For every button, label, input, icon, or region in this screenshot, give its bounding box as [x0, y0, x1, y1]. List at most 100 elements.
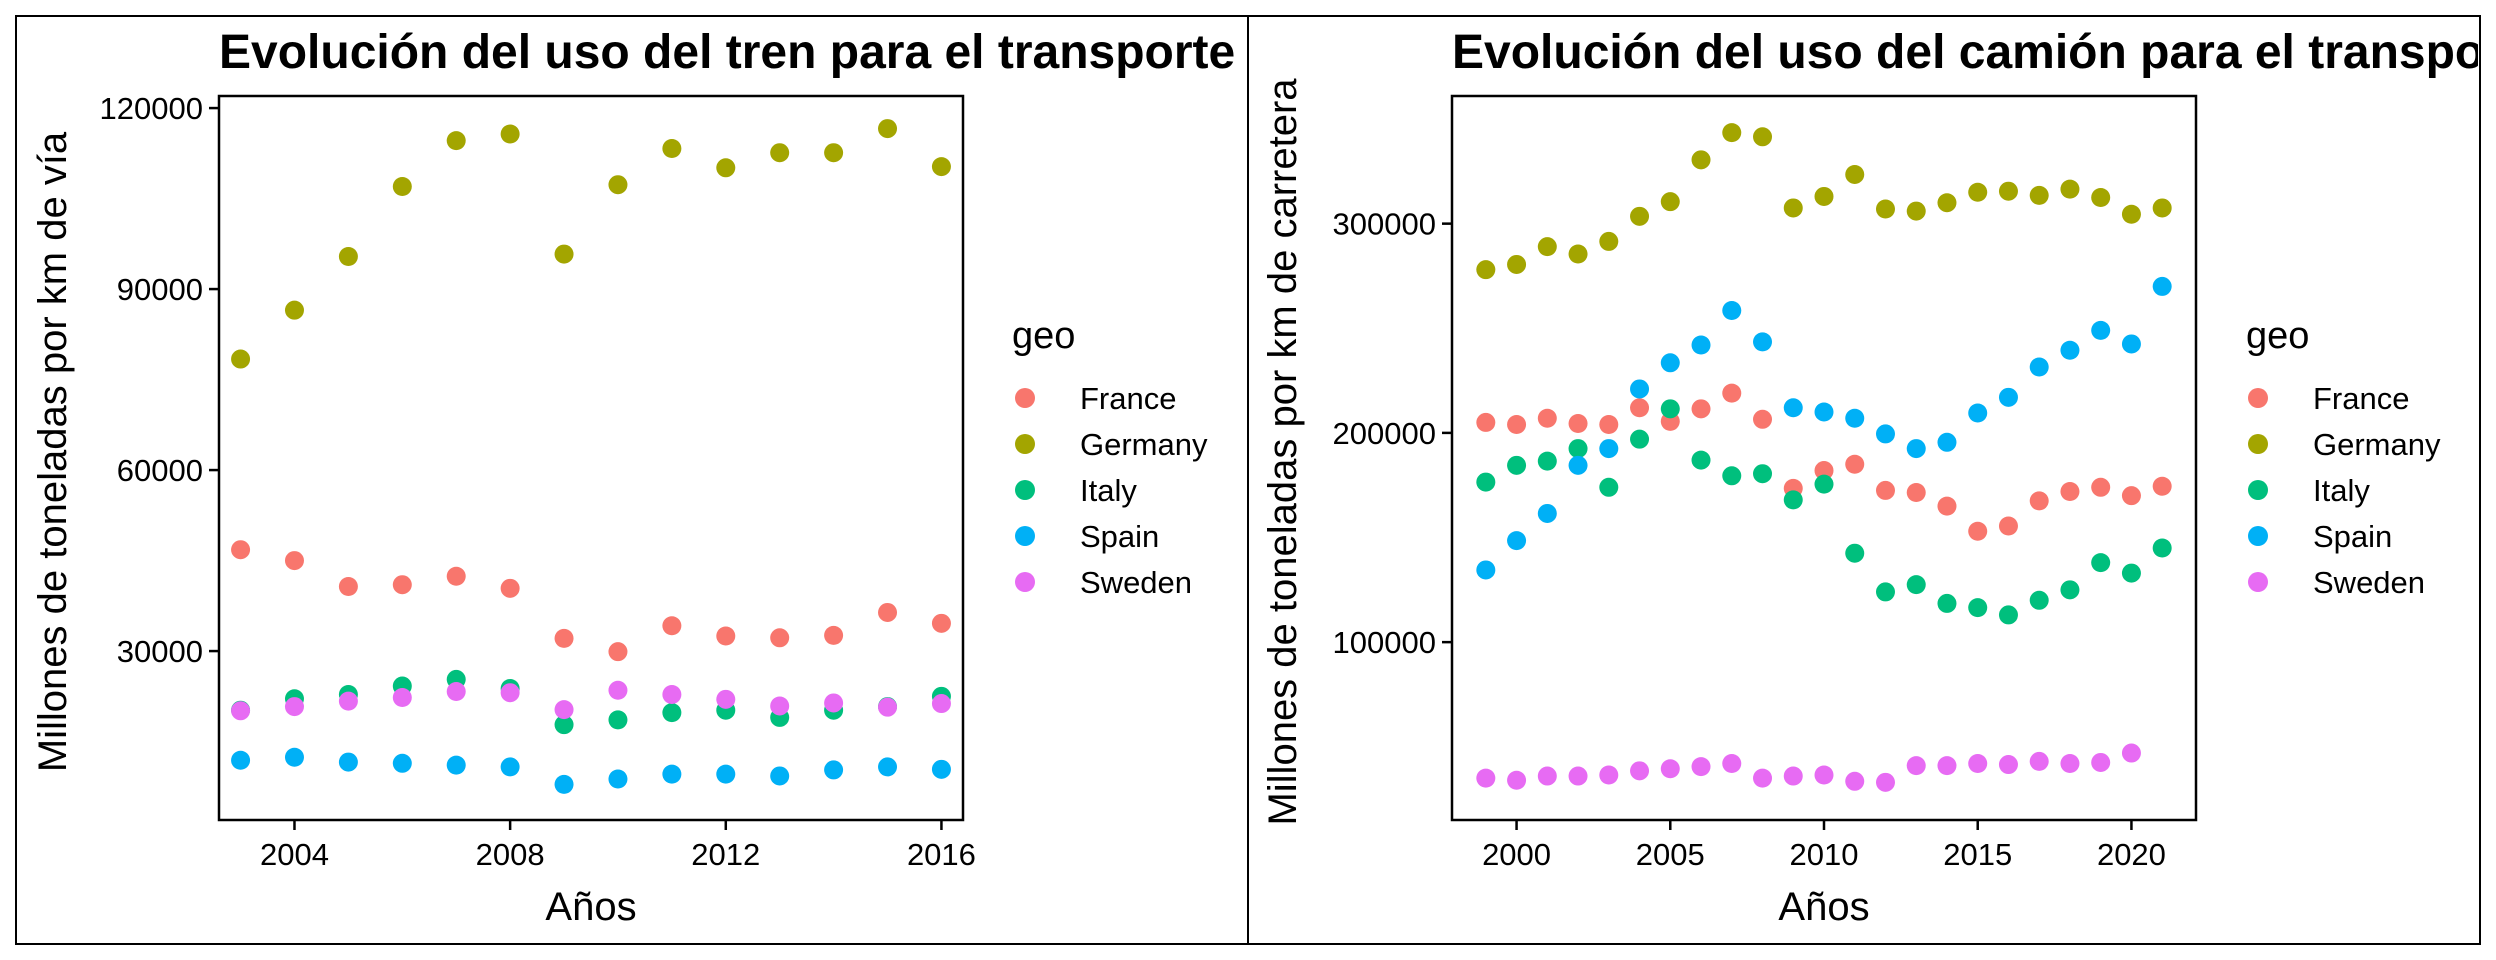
data-point-germany — [878, 119, 898, 139]
y-tick-label: 200000 — [1333, 416, 1436, 451]
legend-label-france: France — [2313, 381, 2409, 416]
data-point-sweden — [878, 697, 898, 717]
data-point-france — [1998, 516, 2018, 536]
data-point-italy — [1937, 593, 1957, 613]
y-tick-label: 30000 — [117, 634, 203, 669]
data-point-germany — [1660, 192, 1680, 212]
data-point-spain — [1845, 408, 1865, 428]
data-point-france — [1537, 408, 1557, 428]
legend-label-sweden: Sweden — [2313, 565, 2425, 600]
x-tick-label: 2012 — [691, 837, 760, 872]
data-point-sweden — [2060, 754, 2080, 774]
legend-key-sweden — [2248, 572, 2268, 592]
data-point-spain — [392, 753, 412, 773]
data-point-france — [1476, 412, 1496, 432]
data-point-spain — [1568, 455, 1588, 475]
data-point-sweden — [1476, 768, 1496, 788]
data-point-spain — [1660, 353, 1680, 373]
data-point-italy — [2152, 538, 2172, 558]
data-point-france — [878, 602, 898, 622]
rail-points — [231, 119, 951, 794]
data-point-spain — [1691, 335, 1711, 355]
data-point-france — [1691, 399, 1711, 419]
y-tick-label: 120000 — [100, 91, 203, 126]
rail-plot-area — [217, 94, 965, 822]
data-point-sweden — [1783, 766, 1803, 786]
truck-chart-title: Evolución del uso del camión para el tra… — [1452, 26, 2496, 79]
data-point-germany — [231, 349, 251, 369]
data-point-germany — [554, 244, 574, 264]
legend-key-germany — [1015, 434, 1035, 454]
data-point-germany — [770, 143, 790, 163]
rail-axis-ticks: 2004 2008 2012 2016 30000 60000 90000 120000 — [100, 91, 976, 872]
data-point-sweden — [392, 688, 412, 708]
truck-y-axis-title: Millones de toneladas por km de carreter… — [1261, 78, 1305, 826]
data-point-germany — [1998, 181, 2018, 201]
data-point-sweden — [284, 697, 304, 717]
legend-key-france — [1015, 388, 1035, 408]
data-point-germany — [1906, 201, 1926, 221]
data-point-sweden — [1845, 771, 1865, 791]
x-tick-label: 2004 — [260, 837, 329, 872]
data-point-germany — [1968, 182, 1988, 202]
data-point-sweden — [1875, 772, 1895, 792]
data-point-italy — [1476, 472, 1496, 492]
data-point-italy — [2121, 563, 2141, 583]
legend-label-sweden: Sweden — [1080, 565, 1192, 600]
x-tick-label: 2010 — [1790, 837, 1859, 872]
data-point-germany — [1845, 164, 1865, 184]
data-point-germany — [2152, 198, 2172, 218]
data-point-germany — [1722, 123, 1742, 143]
data-point-sweden — [1998, 755, 2018, 775]
data-point-italy — [1507, 455, 1527, 475]
legend-label-spain: Spain — [1080, 519, 1159, 554]
data-point-spain — [2029, 357, 2049, 377]
data-point-germany — [1507, 254, 1527, 274]
x-tick-label: 2008 — [476, 837, 545, 872]
legend-label-france: France — [1080, 381, 1176, 416]
data-point-france — [2121, 486, 2141, 506]
data-point-france — [1507, 415, 1527, 435]
legend-key-spain — [1015, 526, 1035, 546]
data-point-france — [1875, 480, 1895, 500]
data-point-sweden — [716, 689, 736, 709]
data-point-spain — [608, 769, 628, 789]
legend-key-france — [2248, 388, 2268, 408]
rail-chart-title: Evolución del uso del tren para el trans… — [219, 26, 1235, 79]
data-point-sweden — [1568, 766, 1588, 786]
data-point-italy — [1814, 474, 1834, 494]
data-point-france — [1630, 398, 1650, 418]
truck-axis-ticks: 2000 2005 2010 2015 2020 100000 200000 300000 — [1333, 207, 2166, 872]
data-point-france — [1599, 415, 1619, 435]
data-point-spain — [554, 774, 574, 794]
data-point-sweden — [1599, 765, 1619, 785]
data-point-spain — [1599, 439, 1619, 459]
data-point-spain — [824, 760, 844, 780]
x-tick-label: 2020 — [2097, 837, 2166, 872]
data-point-italy — [608, 710, 628, 730]
y-tick-label: 60000 — [117, 453, 203, 488]
data-point-spain — [1783, 398, 1803, 418]
data-point-sweden — [1753, 768, 1773, 788]
legend-label-germany: Germany — [1080, 427, 1208, 462]
data-point-sweden — [1660, 759, 1680, 779]
data-point-italy — [1906, 575, 1926, 595]
data-point-spain — [716, 764, 736, 784]
data-point-france — [500, 578, 520, 598]
data-point-sweden — [338, 691, 358, 711]
data-point-italy — [1691, 450, 1711, 470]
data-point-sweden — [2029, 751, 2049, 771]
data-point-sweden — [2121, 743, 2141, 763]
data-point-italy — [1753, 464, 1773, 484]
rail-legend-items: France Germany Italy Spain Sweden — [1015, 381, 1208, 600]
right-panel-border — [1247, 15, 2481, 945]
legend-label-italy: Italy — [2313, 473, 2370, 508]
chart-truck: 2000 2005 2010 2015 2020 100000 200000 300000 E… — [1261, 26, 2496, 929]
data-point-germany — [1814, 186, 1834, 206]
data-point-germany — [1875, 199, 1895, 219]
data-point-france — [1968, 521, 1988, 541]
data-point-germany — [1568, 244, 1588, 264]
data-point-sweden — [1814, 765, 1834, 785]
data-point-spain — [2060, 340, 2080, 360]
